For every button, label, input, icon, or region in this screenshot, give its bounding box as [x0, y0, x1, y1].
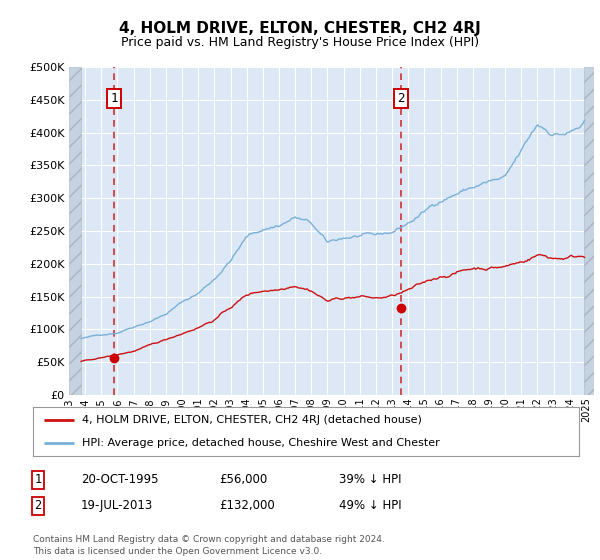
Text: £56,000: £56,000 — [219, 473, 267, 487]
Text: 39% ↓ HPI: 39% ↓ HPI — [339, 473, 401, 487]
Text: 19-JUL-2013: 19-JUL-2013 — [81, 499, 153, 512]
Text: 4, HOLM DRIVE, ELTON, CHESTER, CH2 4RJ: 4, HOLM DRIVE, ELTON, CHESTER, CH2 4RJ — [119, 21, 481, 36]
Text: Price paid vs. HM Land Registry's House Price Index (HPI): Price paid vs. HM Land Registry's House … — [121, 36, 479, 49]
Text: 4, HOLM DRIVE, ELTON, CHESTER, CH2 4RJ (detached house): 4, HOLM DRIVE, ELTON, CHESTER, CH2 4RJ (… — [82, 416, 422, 426]
Text: £132,000: £132,000 — [219, 499, 275, 512]
Text: 1: 1 — [34, 473, 41, 487]
Text: 20-OCT-1995: 20-OCT-1995 — [81, 473, 158, 487]
Text: HPI: Average price, detached house, Cheshire West and Chester: HPI: Average price, detached house, Ches… — [82, 438, 440, 448]
Text: 2: 2 — [397, 92, 405, 105]
Text: 1: 1 — [110, 92, 118, 105]
Text: 2: 2 — [34, 499, 41, 512]
Text: 49% ↓ HPI: 49% ↓ HPI — [339, 499, 401, 512]
Text: Contains HM Land Registry data © Crown copyright and database right 2024.
This d: Contains HM Land Registry data © Crown c… — [33, 535, 385, 556]
Bar — [69, 67, 81, 395]
Bar — [584, 67, 594, 395]
